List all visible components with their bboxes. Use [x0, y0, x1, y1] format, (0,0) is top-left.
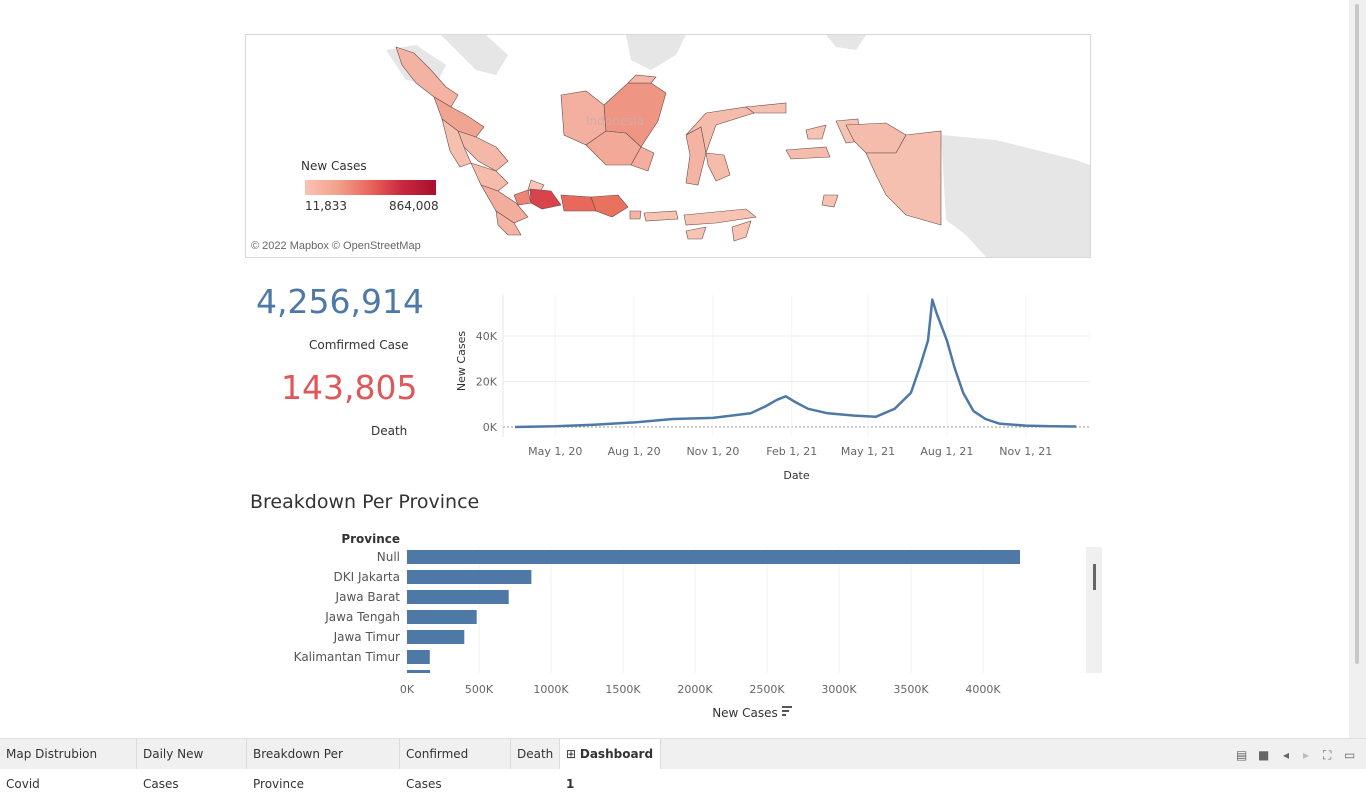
death-label: Death	[371, 424, 408, 438]
covid-map[interactable]: Indonesia New Cases 11,833 864,008 © 202…	[245, 34, 1091, 258]
province-bar[interactable]	[407, 630, 465, 644]
tab-daily-new-cases[interactable]: Daily New Cases	[137, 739, 247, 791]
tab-dashboard-1-label: Dashboard 1	[566, 747, 654, 791]
bar-x-tick: 4000K	[965, 683, 1001, 696]
province-riau	[457, 130, 509, 172]
province-label: Jawa Tengah	[324, 610, 400, 624]
province-label: Jawa Barat	[335, 590, 401, 604]
province-aceh	[395, 46, 459, 108]
line-x-tick: Aug 1, 21	[920, 445, 973, 458]
province-bar[interactable]	[407, 590, 509, 604]
province-papua	[865, 130, 942, 226]
line-x-tick: Feb 1, 21	[766, 445, 817, 458]
page-scrollbar-thumb[interactable]	[1355, 4, 1359, 664]
map-legend-title: New Cases	[301, 159, 367, 173]
line-y-tick: 20K	[476, 375, 498, 388]
province-lampung	[495, 210, 522, 236]
presentation-icon[interactable]: ▭	[1344, 748, 1356, 762]
province-papua-barat	[845, 122, 907, 154]
line-x-tick: Nov 1, 21	[999, 445, 1052, 458]
province-kalsel	[630, 146, 655, 172]
prev-sheet-icon[interactable]: ◂	[1283, 748, 1290, 762]
province-sulteng	[685, 106, 755, 155]
page-scrollbar[interactable]	[1349, 0, 1366, 738]
tab-death[interactable]: Death	[511, 739, 560, 769]
bar-clip	[240, 673, 1110, 681]
breakdown-title: Breakdown Per Province	[250, 491, 480, 513]
line-x-tick: Nov 1, 20	[686, 445, 739, 458]
dashboard-grid-icon: ⊞	[566, 747, 580, 761]
map-svg: Indonesia	[386, 35, 1090, 257]
bar-x-tick: 1000K	[533, 683, 569, 696]
province-sumba	[685, 226, 707, 240]
province-maluku-2	[805, 124, 827, 140]
bar-x-tick: 3000K	[821, 683, 857, 696]
province-banten	[513, 189, 532, 206]
bar-x-tick: 500K	[465, 683, 494, 696]
new-cases-line[interactable]	[514, 298, 1077, 429]
confirmed-case-label: Comfirmed Case	[309, 338, 409, 352]
line-x-tick: May 1, 20	[528, 445, 582, 458]
province-sumut	[433, 96, 485, 138]
bar-x-tick: 2000K	[677, 683, 713, 696]
map-credit: © 2022 Mapbox © OpenStreetMap	[251, 240, 421, 252]
province-jateng	[560, 194, 597, 212]
bar-scrollbar[interactable]	[1086, 547, 1102, 673]
province-kaltara	[627, 74, 657, 84]
province-shapes	[395, 46, 942, 242]
bar-category-header: Province	[341, 532, 400, 546]
line-x-label: Date	[783, 469, 810, 482]
bar-x-tick: 0K	[400, 683, 415, 696]
death-value: 143,805	[281, 368, 418, 407]
province-bali	[629, 210, 642, 220]
bar-x-label: New Cases	[712, 706, 778, 720]
province-label: Jawa Timur	[333, 630, 400, 644]
province-label: DKI Jakarta	[334, 570, 400, 584]
line-y-tick: 40K	[476, 330, 498, 343]
province-ntt	[683, 208, 757, 226]
map-legend-min: 11,833	[305, 199, 347, 213]
list-view-icon[interactable]: ▤	[1236, 748, 1248, 762]
province-maluku	[785, 146, 831, 160]
tab-breakdown-per-province[interactable]: Breakdown Per Province	[247, 739, 400, 791]
sheet-tab-bar: Map Distrubion Covid Daily New Cases Bre…	[0, 738, 1366, 791]
province-maluku-3	[821, 194, 839, 208]
fullscreen-icon[interactable]: ⛶	[1323, 748, 1332, 762]
line-y-tick: 0K	[483, 421, 498, 434]
province-bar[interactable]	[407, 570, 532, 584]
map-legend-max: 864,008	[389, 199, 439, 213]
line-x-tick: Aug 1, 20	[608, 445, 661, 458]
bar-scrollbar-thumb[interactable]	[1093, 564, 1096, 590]
province-ntt-island	[731, 220, 752, 242]
filmstrip-icon[interactable]: ■	[1258, 748, 1270, 762]
bar-x-tick: 2500K	[749, 683, 785, 696]
bar-x-tick: 1500K	[605, 683, 641, 696]
line-y-label: New Cases	[455, 331, 468, 391]
province-label: Null	[377, 550, 400, 564]
province-sultra	[705, 152, 731, 182]
bar-x-tick: 3500K	[893, 683, 929, 696]
daily-new-cases-chart[interactable]: 0K 20K 40K May 1, 20 Aug 1, 20 Nov 1, 20 Feb 1…	[445, 290, 1100, 490]
confirmed-case-value: 4,256,914	[256, 282, 424, 321]
province-bar-cutoff	[407, 670, 430, 673]
tab-dashboard-1[interactable]: ⊞ Dashboard 1	[560, 739, 661, 791]
map-country-label: Indonesia	[586, 114, 644, 128]
province-jabar	[529, 188, 562, 210]
province-jambi	[470, 162, 509, 192]
next-sheet-icon[interactable]: ▸	[1303, 748, 1310, 762]
sort-icon[interactable]	[782, 706, 792, 716]
line-x-tick: May 1, 21	[841, 445, 895, 458]
province-bar[interactable]	[407, 650, 430, 664]
province-label: Kalimantan Timur	[294, 650, 400, 664]
province-bar[interactable]	[407, 610, 477, 624]
tab-map-distribution[interactable]: Map Distrubion Covid	[0, 739, 137, 791]
province-ntb	[643, 210, 679, 222]
province-bar-chart[interactable]: Province 0K 500K 1000K 1500K 2000K 2500K 3000K 3…	[240, 528, 1110, 728]
province-sulut	[745, 102, 787, 114]
province-jatim	[590, 194, 629, 218]
map-legend-gradient	[305, 180, 436, 195]
province-bar[interactable]	[407, 550, 1020, 564]
tab-confirmed-cases[interactable]: Confirmed Cases	[400, 739, 511, 791]
